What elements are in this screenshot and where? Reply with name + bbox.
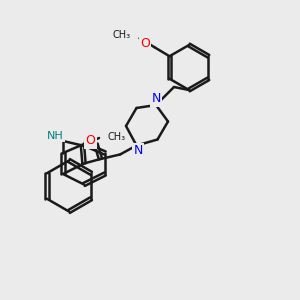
Text: CH₃: CH₃ <box>107 131 125 142</box>
Text: CH₃: CH₃ <box>113 30 131 40</box>
Text: N: N <box>133 144 143 158</box>
Text: O: O <box>86 134 95 148</box>
Text: N: N <box>151 92 161 106</box>
Text: O: O <box>140 37 150 50</box>
Text: NH: NH <box>47 130 64 141</box>
